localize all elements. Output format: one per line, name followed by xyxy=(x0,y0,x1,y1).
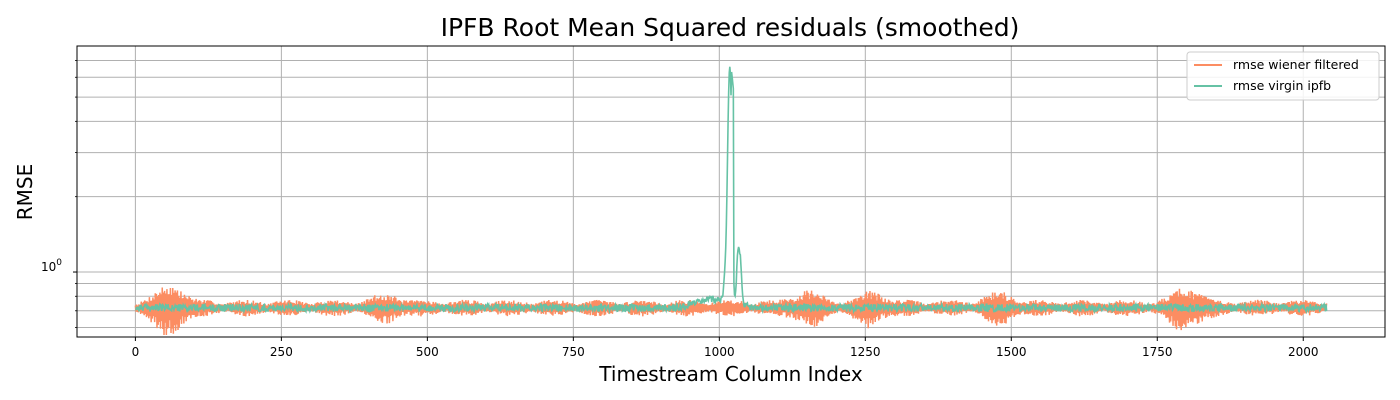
series-line-wiener xyxy=(134,287,1328,336)
y-axis-label: RMSE xyxy=(13,164,37,220)
x-tick-label: 500 xyxy=(416,345,439,359)
x-tick-label: 1000 xyxy=(704,345,735,359)
legend-label-virgin: rmse virgin ipfb xyxy=(1233,78,1331,93)
x-tick-label: 0 xyxy=(132,345,140,359)
x-tick-label: 2000 xyxy=(1288,345,1319,359)
series-layer xyxy=(134,66,1328,336)
plot-frame xyxy=(76,45,1386,338)
x-tick-label: 1500 xyxy=(996,345,1027,359)
chart-title: IPFB Root Mean Squared residuals (smooth… xyxy=(441,13,1020,42)
x-tick-label: 750 xyxy=(562,345,585,359)
legend-label-wiener: rmse wiener filtered xyxy=(1233,57,1359,72)
series-line-virgin xyxy=(135,66,1328,315)
legend-box xyxy=(1186,51,1380,101)
x-tick-label: 250 xyxy=(270,345,293,359)
x-tick-label: 1250 xyxy=(850,345,881,359)
x-axis-label: Timestream Column Index xyxy=(598,362,863,386)
legend: rmse wiener filtered rmse virgin ipfb xyxy=(1186,51,1380,101)
y-tick-label-major: 100 xyxy=(41,258,62,274)
x-tick-label: 1750 xyxy=(1142,345,1173,359)
x-axis: 0 250 500 750 1000 1250 1500 1750 2000 xyxy=(132,337,1319,359)
y-axis: 100 xyxy=(41,60,77,328)
